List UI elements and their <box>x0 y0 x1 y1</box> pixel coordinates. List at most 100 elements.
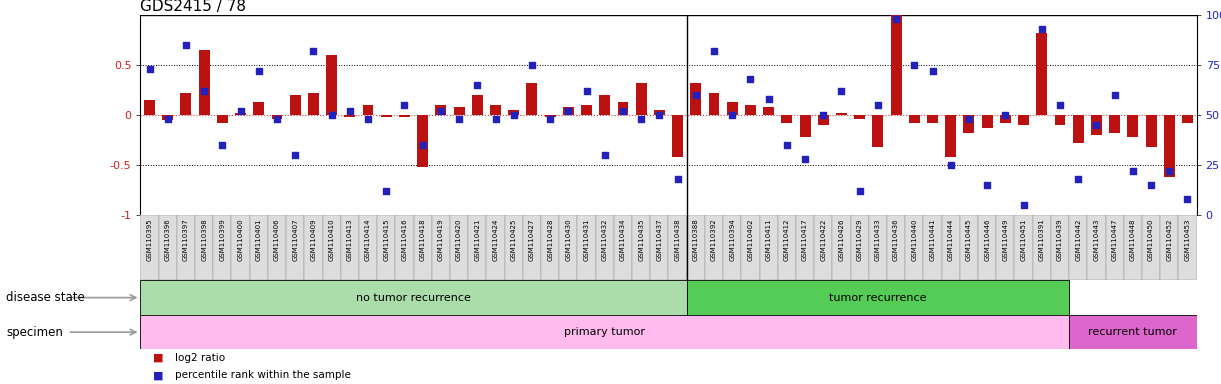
Text: GSM110451: GSM110451 <box>1021 218 1027 261</box>
Text: GSM110448: GSM110448 <box>1129 218 1136 261</box>
Bar <box>377 215 396 280</box>
Text: GSM110407: GSM110407 <box>292 218 298 261</box>
Bar <box>869 215 886 280</box>
Point <box>960 116 979 122</box>
Point <box>686 92 706 98</box>
Point <box>995 112 1015 118</box>
Bar <box>236 113 245 115</box>
Bar <box>1033 215 1051 280</box>
Bar <box>341 215 359 280</box>
Text: percentile rank within the sample: percentile rank within the sample <box>175 370 350 381</box>
Bar <box>796 215 814 280</box>
Bar <box>162 115 173 120</box>
Text: GSM110392: GSM110392 <box>711 218 717 261</box>
Bar <box>526 83 537 115</box>
Point <box>613 108 632 114</box>
Bar <box>726 102 737 115</box>
Bar <box>1018 115 1029 125</box>
Text: GSM110400: GSM110400 <box>238 218 243 261</box>
Bar <box>873 115 883 147</box>
Bar <box>905 215 923 280</box>
Bar <box>781 115 792 123</box>
Bar <box>1088 215 1105 280</box>
Point <box>304 48 324 55</box>
Bar <box>195 215 214 280</box>
Bar <box>890 13 901 115</box>
Bar <box>596 215 614 280</box>
Point <box>1087 122 1106 128</box>
Point <box>431 108 451 114</box>
Point <box>1123 168 1143 174</box>
Bar <box>690 83 701 115</box>
Text: GSM110414: GSM110414 <box>365 218 371 261</box>
Text: GSM110395: GSM110395 <box>147 218 153 261</box>
Point <box>139 66 159 72</box>
Bar <box>1055 115 1066 125</box>
Text: GSM110420: GSM110420 <box>457 218 462 261</box>
Point <box>977 182 996 188</box>
Text: GSM110426: GSM110426 <box>839 218 845 261</box>
Bar <box>833 215 851 280</box>
Text: GSM110428: GSM110428 <box>547 218 553 261</box>
Point <box>158 116 177 122</box>
Bar <box>418 115 429 167</box>
Bar <box>399 115 410 117</box>
Bar <box>741 215 759 280</box>
Text: GSM110412: GSM110412 <box>784 218 790 261</box>
Bar <box>286 215 304 280</box>
Bar <box>1182 115 1193 123</box>
Text: GSM110391: GSM110391 <box>1039 218 1045 261</box>
Text: GSM110397: GSM110397 <box>183 218 189 261</box>
Bar <box>669 215 686 280</box>
Point <box>394 102 414 108</box>
Text: ■: ■ <box>153 370 164 381</box>
Bar <box>614 215 632 280</box>
Point <box>1050 102 1070 108</box>
Text: GSM110444: GSM110444 <box>947 218 954 261</box>
Bar <box>1164 115 1175 177</box>
Bar <box>708 93 719 115</box>
Bar <box>996 215 1015 280</box>
Text: GSM110438: GSM110438 <box>674 218 680 261</box>
Point <box>923 68 943 74</box>
Bar <box>963 115 974 133</box>
Text: GSM110442: GSM110442 <box>1076 218 1082 261</box>
Bar <box>800 115 811 137</box>
Text: GSM110417: GSM110417 <box>802 218 808 261</box>
Text: GDS2415 / 78: GDS2415 / 78 <box>140 0 247 14</box>
Point <box>249 68 269 74</box>
Bar <box>578 215 596 280</box>
Text: GSM110453: GSM110453 <box>1184 218 1190 261</box>
Text: GSM110411: GSM110411 <box>766 218 772 261</box>
Text: GSM110434: GSM110434 <box>620 218 626 261</box>
Point <box>212 142 232 148</box>
Point <box>705 48 724 55</box>
Point <box>941 162 961 168</box>
Bar <box>486 215 504 280</box>
Text: GSM110413: GSM110413 <box>347 218 353 261</box>
Text: GSM110433: GSM110433 <box>875 218 880 261</box>
Point <box>795 156 814 162</box>
Point <box>759 96 779 102</box>
Bar <box>686 280 1070 315</box>
Text: GSM110432: GSM110432 <box>602 218 608 261</box>
Bar <box>140 215 159 280</box>
Bar <box>559 215 578 280</box>
Bar <box>886 215 905 280</box>
Bar <box>1105 215 1123 280</box>
Point <box>468 82 487 88</box>
Point <box>631 116 651 122</box>
Point <box>523 62 542 68</box>
Text: tumor recurrence: tumor recurrence <box>829 293 927 303</box>
Bar <box>504 215 523 280</box>
Text: GSM110431: GSM110431 <box>584 218 590 261</box>
Point <box>905 62 924 68</box>
Bar <box>181 93 192 115</box>
Bar <box>763 107 774 115</box>
Point <box>541 116 560 122</box>
Bar <box>1070 215 1088 280</box>
Point <box>850 188 869 194</box>
Bar <box>508 110 519 115</box>
Text: GSM110399: GSM110399 <box>220 218 226 261</box>
Text: GSM110449: GSM110449 <box>1002 218 1009 261</box>
